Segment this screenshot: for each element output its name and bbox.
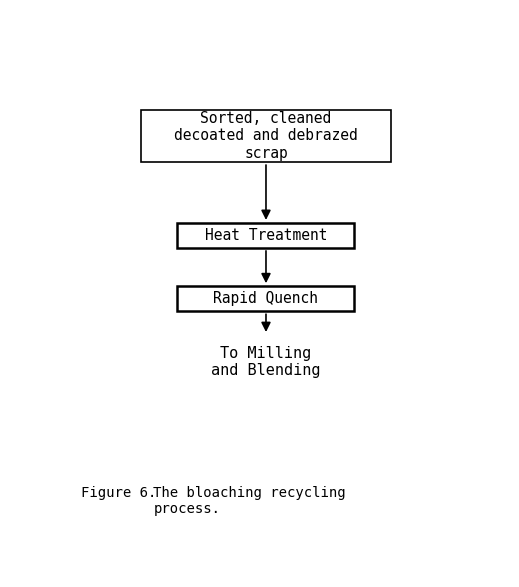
Text: Rapid Quench: Rapid Quench	[213, 291, 319, 306]
Text: Heat Treatment: Heat Treatment	[204, 228, 327, 243]
FancyBboxPatch shape	[177, 286, 354, 311]
Text: Figure 6.: Figure 6.	[81, 486, 156, 500]
Text: To Milling
and Blending: To Milling and Blending	[211, 346, 321, 378]
FancyBboxPatch shape	[141, 110, 391, 162]
Text: The bloaching recycling
process.: The bloaching recycling process.	[154, 486, 346, 517]
Text: Sorted, cleaned
decoated and debrazed
scrap: Sorted, cleaned decoated and debrazed sc…	[174, 111, 358, 161]
FancyBboxPatch shape	[177, 223, 354, 248]
